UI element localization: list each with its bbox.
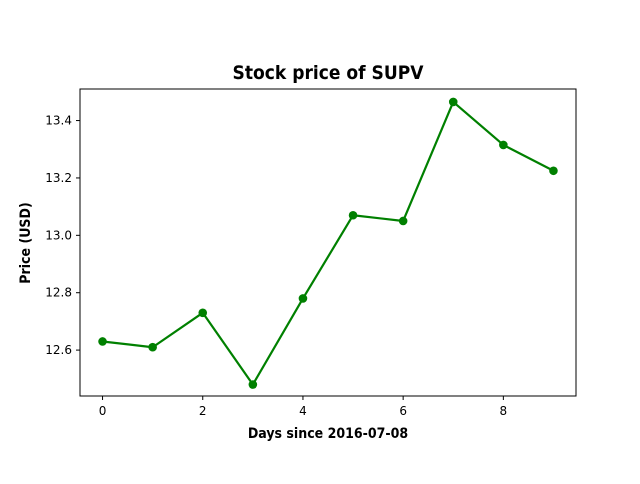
data-point bbox=[249, 380, 258, 389]
data-point bbox=[499, 141, 508, 150]
data-point bbox=[98, 337, 107, 346]
x-axis-label: Days since 2016-07-08 bbox=[248, 426, 408, 442]
y-tick-label: 13.0 bbox=[45, 228, 72, 242]
data-point bbox=[299, 294, 308, 303]
y-tick-label: 13.4 bbox=[45, 114, 72, 128]
data-point bbox=[549, 166, 558, 175]
y-tick-label: 12.8 bbox=[45, 286, 72, 300]
x-tick-label: 0 bbox=[99, 404, 107, 418]
y-tick-label: 12.6 bbox=[45, 343, 72, 357]
x-tick-label: 2 bbox=[199, 404, 207, 418]
y-tick-label: 13.2 bbox=[45, 171, 72, 185]
x-tick-label: 4 bbox=[299, 404, 307, 418]
data-point bbox=[449, 98, 458, 107]
data-point bbox=[399, 217, 408, 226]
data-point bbox=[349, 211, 358, 220]
y-axis-label: Price (USD) bbox=[18, 202, 34, 283]
chart-title: Stock price of SUPV bbox=[233, 62, 425, 84]
data-point bbox=[148, 343, 157, 352]
x-tick-label: 8 bbox=[500, 404, 508, 418]
data-point bbox=[198, 308, 207, 317]
x-tick-label: 6 bbox=[399, 404, 407, 418]
